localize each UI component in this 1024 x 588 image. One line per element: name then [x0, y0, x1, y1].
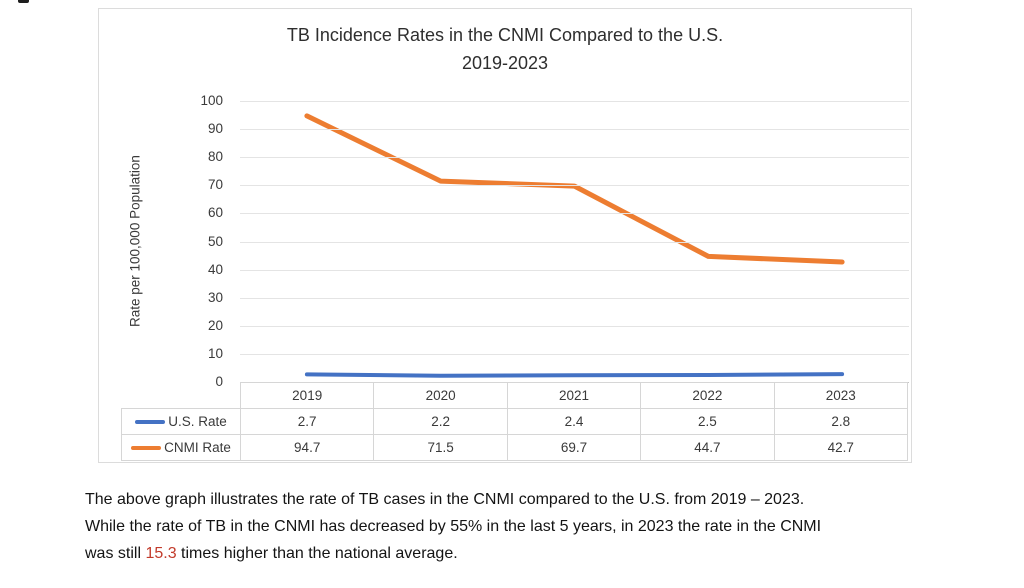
- y-tick-label: 40: [207, 261, 223, 277]
- table-year-row: 2019 2020 2021 2022 2023: [122, 382, 909, 409]
- legend-label: U.S. Rate: [168, 414, 227, 429]
- y-tick-label: 90: [207, 121, 223, 137]
- chart-title-line-2: 2019-2023: [461, 53, 549, 73]
- y-tick-label: 70: [207, 177, 223, 193]
- series-line-cnmi-rate: [304, 113, 845, 265]
- year-header: 2019: [239, 382, 375, 409]
- y-tick-label: 100: [200, 93, 223, 108]
- gridline: [240, 157, 909, 159]
- chart-figure: TB Incidence Rates in the CNMI Compared …: [98, 8, 912, 463]
- value-cell: 42.7: [773, 434, 909, 461]
- y-tick-label: 60: [207, 205, 223, 221]
- gridline: [240, 101, 909, 102]
- value-cell: 94.7: [239, 434, 375, 461]
- year-header: 2022: [640, 382, 775, 409]
- table-corner-cell: [122, 383, 241, 409]
- value-cell: 2.5: [640, 408, 775, 435]
- caption-line-3-prefix: was still: [85, 545, 146, 562]
- value-cell: 2.2: [373, 408, 508, 435]
- gridline: [240, 129, 909, 131]
- y-tick-label: 30: [207, 289, 223, 305]
- y-tick-label: 20: [207, 317, 223, 333]
- y-tick-label: 0: [215, 374, 223, 389]
- caption-line-3-suffix: times higher than the national average.: [176, 545, 458, 562]
- y-tick-label: 80: [207, 149, 223, 165]
- table-body: U.S. Rate 2.7 2.2 2.4 2.5 2.8 CNMI Rate 94.7 71.…: [121, 408, 909, 461]
- caption-highlight: 15.3: [145, 545, 177, 562]
- table-row: CNMI Rate 94.7 71.5 69.7 44.7 42.7: [121, 434, 909, 461]
- plot-area: [240, 101, 909, 383]
- caption: The above graph illustrates the rate of …: [85, 486, 975, 567]
- legend-cell: CNMI Rate: [121, 434, 241, 461]
- gridline: [240, 213, 909, 215]
- legend-label: CNMI Rate: [164, 440, 231, 455]
- caption-line-2: While the rate of TB in the CNMI has dec…: [85, 518, 822, 535]
- value-cell: 2.8: [773, 408, 909, 435]
- caption-line-3: was still 15.3 times higher than the nat…: [85, 540, 975, 567]
- legend-line-swatch: [131, 445, 162, 450]
- chart-title-line-1: TB Incidence Rates in the CNMI Compared …: [286, 25, 724, 45]
- year-header: 2020: [373, 382, 508, 409]
- gridline: [240, 185, 909, 187]
- y-tick-label: 10: [207, 345, 223, 361]
- series-line-u-s-rate: [304, 372, 845, 378]
- gridline: [240, 297, 909, 299]
- value-cell: 69.7: [506, 434, 642, 461]
- table-row: U.S. Rate 2.7 2.2 2.4 2.5 2.8: [121, 408, 909, 435]
- data-table: 2019 2020 2021 2022 2023 U.S. Rate 2.7 2.2 2.4 2…: [121, 382, 909, 461]
- value-cell: 2.4: [506, 408, 642, 435]
- gridline: [240, 353, 909, 355]
- caption-line-1: The above graph illustrates the rate of …: [85, 491, 805, 508]
- year-header: 2023: [773, 382, 909, 409]
- gridline: [240, 241, 909, 243]
- legend-line-swatch: [135, 419, 166, 424]
- y-axis-ticks: 0 10 20 30 40 50 60 70 80 90 100: [99, 93, 223, 389]
- gridline: [240, 269, 909, 271]
- value-cell: 71.5: [373, 434, 508, 461]
- value-cell: 44.7: [640, 434, 775, 461]
- y-tick-label: 50: [207, 233, 223, 249]
- cropped-text-artifact: [18, 0, 29, 3]
- legend-cell: U.S. Rate: [121, 408, 241, 435]
- value-cell: 2.7: [239, 408, 375, 435]
- chart-title: TB Incidence Rates in the CNMI Compared …: [99, 21, 911, 77]
- gridline: [240, 325, 909, 327]
- year-header: 2021: [506, 382, 642, 409]
